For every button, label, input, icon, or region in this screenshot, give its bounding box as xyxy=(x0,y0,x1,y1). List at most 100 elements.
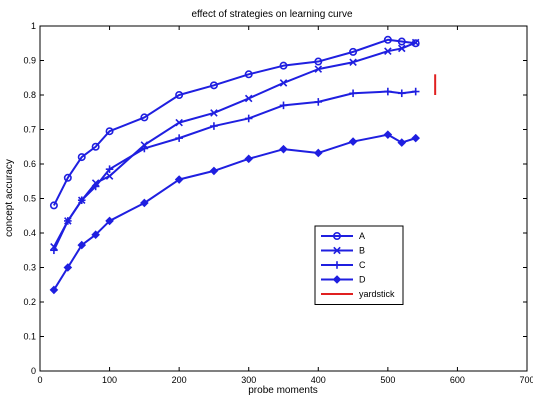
series-b-point-4-b xyxy=(105,172,114,180)
series-a-point-11 xyxy=(349,47,358,56)
series-b-point-6-b xyxy=(175,118,183,127)
series-b-point-11 xyxy=(349,58,357,66)
series-c-point-2 xyxy=(77,196,86,205)
series-d-point-13 xyxy=(397,138,407,147)
series-d-markers xyxy=(49,130,420,295)
series-a-point-10 xyxy=(314,57,323,66)
series-c-point-1 xyxy=(64,217,72,225)
legend-d-label: D xyxy=(359,275,366,285)
y-tick-label-6: 0.6 xyxy=(23,159,36,169)
series-c-point-10 xyxy=(314,98,323,106)
y-tick-label-0: 0 xyxy=(31,366,36,376)
x-tick-label-2: 200 xyxy=(172,375,187,385)
series-a-point-7 xyxy=(209,81,218,90)
series-d-point-9 xyxy=(279,144,288,154)
series-d-point-10 xyxy=(313,148,323,158)
series-b-point-14 xyxy=(411,38,420,47)
legend-a-label: A xyxy=(359,231,365,241)
x-tick-label-0: 0 xyxy=(37,375,42,385)
series-a-line xyxy=(53,38,416,206)
series-d-point-0 xyxy=(49,285,59,295)
series-a-point-12 xyxy=(383,35,392,44)
y-tick-label-4: 0.4 xyxy=(23,228,36,238)
series-b-point-8-b xyxy=(244,94,253,103)
series-c-point-12 xyxy=(384,87,392,96)
legend-a-marker xyxy=(332,232,341,241)
series-b-point-13 xyxy=(398,44,406,53)
series-b-point-12 xyxy=(384,47,392,55)
series-a-markers xyxy=(49,35,420,210)
series-c-point-11 xyxy=(349,89,357,98)
series-c-point-13 xyxy=(397,89,406,98)
y-axis-title: concept accuracy xyxy=(4,159,15,237)
x-tick-label-4: 400 xyxy=(311,375,326,385)
legend-b-marker xyxy=(333,246,341,255)
series-b-point-10 xyxy=(314,65,323,73)
chart-title: effect of strategies on learning curve xyxy=(191,9,352,20)
series-a-point-4 xyxy=(105,127,114,136)
y-tick-label-5: 0.5 xyxy=(23,194,36,204)
series-d-point-14 xyxy=(411,133,420,143)
series-a-point-8 xyxy=(244,70,253,79)
x-tick-label-5: 500 xyxy=(380,375,395,385)
legend-c-marker xyxy=(333,261,341,269)
series-b-point-10-b xyxy=(314,65,323,73)
series-b-point-9 xyxy=(279,79,288,87)
series-group xyxy=(49,35,420,295)
legend-c-label: C xyxy=(359,260,366,270)
series-d-point-8 xyxy=(244,154,254,164)
axis-ticks: 0 100 200 300 400 500 600 700 0 0.1 0.2 0.3 0.4 0.5 0.… xyxy=(23,21,533,385)
series-c-point-8 xyxy=(244,114,253,123)
series-b-point-7-b xyxy=(210,109,218,117)
x-tick-label-1: 100 xyxy=(102,375,117,385)
series-d-point-7 xyxy=(209,166,219,176)
series-b-point-9-b xyxy=(279,79,288,87)
series-b-point-13-b xyxy=(398,44,406,53)
series-d-point-12 xyxy=(383,130,393,139)
series-d-point-1 xyxy=(63,263,73,272)
x-axis-title: probe moments xyxy=(248,385,317,396)
legend-d-marker xyxy=(332,275,342,284)
series-b-point-12-b xyxy=(384,47,392,55)
series-a-point-2 xyxy=(77,153,86,162)
series-c-point-0 xyxy=(50,246,58,255)
y-tick-label-10: 1 xyxy=(31,21,36,31)
legend-yardstick-label: yardstick xyxy=(359,289,395,299)
series-b-point-8 xyxy=(244,94,253,103)
series-d-point-2 xyxy=(77,240,87,250)
series-b-point-7 xyxy=(210,109,218,117)
series-b-point-4 xyxy=(105,172,114,180)
series-d-point-5 xyxy=(140,198,149,208)
legend-b-label: B xyxy=(359,246,365,256)
series-a-point-9 xyxy=(279,61,288,70)
series-b-point-14-b xyxy=(411,38,420,47)
y-tick-label-8: 0.8 xyxy=(23,90,36,100)
series-d-point-4 xyxy=(105,216,114,226)
series-d-point-11 xyxy=(348,137,358,146)
series-a-point-5 xyxy=(140,113,149,122)
series-d-point-6 xyxy=(174,175,184,184)
series-a-point-6 xyxy=(175,91,184,100)
series-a-point-1 xyxy=(63,173,72,182)
x-tick-label-3: 300 xyxy=(241,375,256,385)
series-c-point-9 xyxy=(279,101,288,110)
series-c-point-7 xyxy=(210,122,218,130)
series-a-point-13 xyxy=(397,37,406,46)
series-a-point-3 xyxy=(91,142,100,151)
series-c-point-5 xyxy=(140,144,149,153)
series-c-point-14 xyxy=(411,87,420,96)
y-tick-label-1: 0.1 xyxy=(23,332,36,342)
y-tick-label-7: 0.7 xyxy=(23,125,36,135)
series-c-markers xyxy=(50,87,420,255)
x-tick-label-6: 600 xyxy=(450,375,465,385)
x-tick-label-7: 700 xyxy=(519,375,533,385)
series-c-point-3 xyxy=(91,182,100,191)
series-c-point-6 xyxy=(175,134,183,142)
series-a-point-0 xyxy=(49,201,58,210)
y-tick-label-9: 0.9 xyxy=(23,56,36,66)
y-tick-label-2: 0.2 xyxy=(23,297,36,307)
series-c-point-4 xyxy=(105,165,114,173)
series-b-point-11-b xyxy=(349,58,357,66)
y-tick-label-3: 0.3 xyxy=(23,263,36,273)
